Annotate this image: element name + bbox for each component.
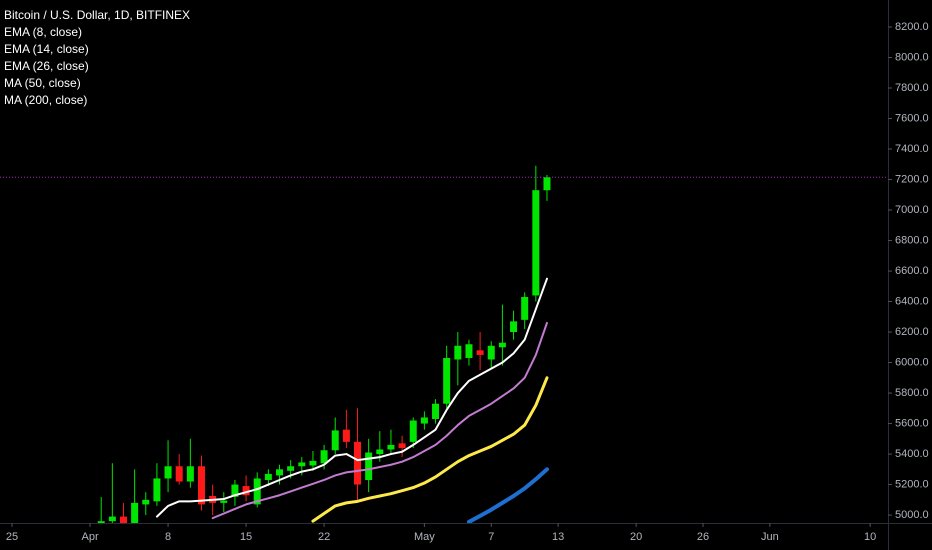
candle-body bbox=[186, 466, 194, 482]
plot-area bbox=[0, 165, 888, 523]
candle-body bbox=[119, 516, 127, 523]
candle-body bbox=[543, 177, 551, 191]
x-tick-label: 13 bbox=[552, 531, 564, 543]
candle-body bbox=[498, 342, 506, 348]
candle-body bbox=[510, 321, 518, 333]
candle-body bbox=[376, 449, 384, 455]
candle-body bbox=[476, 350, 484, 355]
candle-body bbox=[264, 473, 272, 480]
candle-body bbox=[142, 499, 150, 505]
indicator-line bbox=[155, 277, 548, 518]
candle-body bbox=[175, 466, 183, 482]
candle-body bbox=[454, 345, 462, 360]
chart-title: Bitcoin / U.S. Dollar, 1D, BITFINEX bbox=[4, 8, 190, 22]
candle-body bbox=[420, 417, 428, 424]
candle-body bbox=[342, 429, 350, 442]
candle-body bbox=[309, 460, 317, 466]
y-tick-label: 6400.0 bbox=[895, 295, 929, 307]
x-tick-label: 20 bbox=[630, 531, 642, 543]
x-tick-label: May bbox=[414, 531, 435, 543]
y-tick-label: 5200.0 bbox=[895, 478, 929, 490]
y-tick-label: 5000.0 bbox=[895, 509, 929, 521]
y-tick-label: 8000.0 bbox=[895, 51, 929, 63]
y-tick-label: 5800.0 bbox=[895, 387, 929, 399]
y-tick-label: 6000.0 bbox=[895, 356, 929, 368]
candle-body bbox=[131, 502, 139, 523]
candle-body bbox=[487, 345, 495, 360]
legend-entry: MA (200, close) bbox=[4, 93, 87, 107]
legend: Bitcoin / U.S. Dollar, 1D, BITFINEX EMA … bbox=[4, 8, 190, 107]
y-tick-label: 7200.0 bbox=[895, 173, 929, 185]
y-tick-label: 8200.0 bbox=[895, 21, 929, 33]
legend-entry: EMA (14, close) bbox=[4, 42, 89, 56]
candle-body bbox=[231, 484, 239, 497]
indicator-line bbox=[311, 376, 549, 523]
candle-body bbox=[409, 420, 417, 442]
indicator-line bbox=[211, 321, 548, 520]
y-tick-label: 6600.0 bbox=[895, 265, 929, 277]
candle-body bbox=[287, 466, 295, 471]
y-tick-label: 7400.0 bbox=[895, 143, 929, 155]
x-tick-label: 8 bbox=[165, 531, 171, 543]
x-tick-label: 25 bbox=[6, 531, 18, 543]
candle-body bbox=[253, 478, 261, 505]
candle-body bbox=[220, 500, 228, 503]
candle-body bbox=[465, 344, 473, 358]
candle-body bbox=[365, 452, 373, 480]
candle-body bbox=[164, 466, 172, 479]
candle-body bbox=[532, 190, 540, 296]
y-tick-label: 7600.0 bbox=[895, 112, 929, 124]
x-tick-label: 26 bbox=[697, 531, 709, 543]
indicator-line bbox=[466, 467, 549, 523]
candle-body bbox=[398, 443, 406, 448]
candle-body bbox=[443, 357, 451, 404]
candle-body bbox=[97, 521, 105, 523]
y-tick-label: 7000.0 bbox=[895, 204, 929, 216]
axes: 5000.0 5200.0 5400.0 5600.0 5800.0 6000.0 6200… bbox=[6, 21, 929, 543]
x-tick-label: Apr bbox=[81, 531, 98, 543]
y-tick-label: 6800.0 bbox=[895, 234, 929, 246]
y-tick-label: 7800.0 bbox=[895, 82, 929, 94]
y-tick-label: 5400.0 bbox=[895, 448, 929, 460]
y-tick-label: 5600.0 bbox=[895, 417, 929, 429]
candle-body bbox=[331, 430, 339, 451]
candle-body bbox=[276, 469, 284, 476]
x-tick-label: 7 bbox=[488, 531, 494, 543]
candle-body bbox=[432, 403, 440, 419]
x-tick-label: 10 bbox=[864, 531, 876, 543]
x-tick-label: Jun bbox=[761, 531, 779, 543]
candle-body bbox=[197, 466, 205, 505]
y-tick-label: 6200.0 bbox=[895, 326, 929, 338]
legend-entry: MA (50, close) bbox=[4, 76, 81, 90]
candle-body bbox=[153, 478, 161, 502]
candle-body bbox=[521, 296, 529, 320]
legend-entry: EMA (8, close) bbox=[4, 25, 82, 39]
x-tick-label: 15 bbox=[240, 531, 252, 543]
candle-body bbox=[108, 516, 116, 522]
x-tick-label: 22 bbox=[318, 531, 330, 543]
legend-entry: EMA (26, close) bbox=[4, 59, 89, 73]
candle-body bbox=[320, 450, 328, 464]
candle-body bbox=[242, 486, 250, 496]
candle-body bbox=[354, 441, 362, 485]
candle-body bbox=[387, 444, 395, 450]
candle-body bbox=[298, 462, 306, 467]
